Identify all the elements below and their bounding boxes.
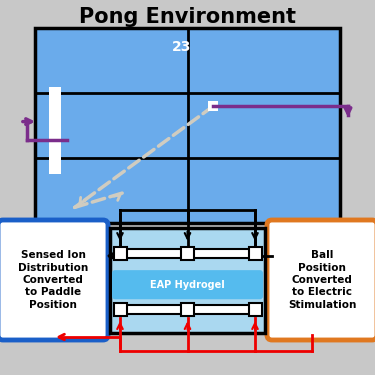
- Bar: [120, 305, 255, 314]
- Text: Pong Environment: Pong Environment: [79, 7, 296, 27]
- Bar: [35, 28, 340, 223]
- FancyBboxPatch shape: [112, 270, 263, 299]
- Text: Ball
Position
Converted
to Electric
Stimulation: Ball Position Converted to Electric Stim…: [288, 250, 356, 310]
- FancyBboxPatch shape: [267, 220, 375, 340]
- Text: EAP Hydrogel: EAP Hydrogel: [150, 280, 225, 290]
- Bar: [110, 228, 265, 333]
- Bar: [249, 303, 261, 316]
- Bar: [114, 303, 126, 316]
- Text: 23: 23: [172, 40, 191, 54]
- Bar: [181, 247, 194, 260]
- Bar: [181, 303, 194, 316]
- Text: Sensed Ion
Distribution
Converted
to Paddle
Position: Sensed Ion Distribution Converted to Pad…: [18, 250, 88, 310]
- Bar: [49, 87, 61, 174]
- Bar: [120, 249, 255, 258]
- Bar: [114, 247, 126, 260]
- Bar: [209, 101, 218, 111]
- Bar: [249, 247, 261, 260]
- FancyBboxPatch shape: [0, 220, 108, 340]
